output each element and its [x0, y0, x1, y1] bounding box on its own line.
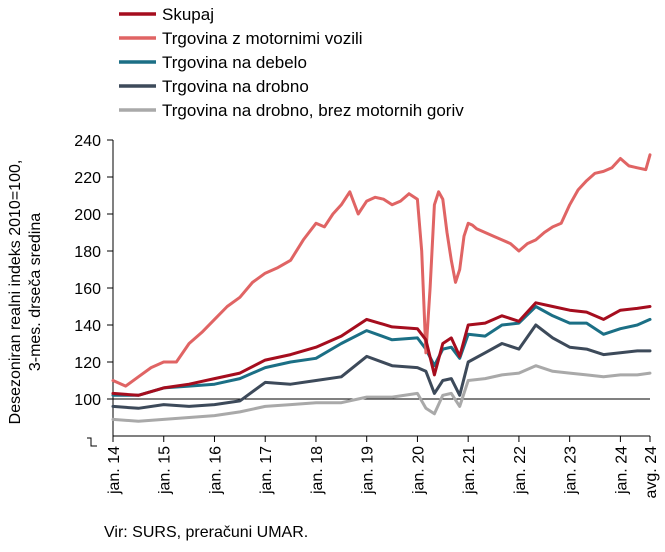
x-tick-label: avg. 24: [643, 446, 660, 499]
legend-label: Trgovina na debelo: [162, 53, 307, 72]
legend-label: Trgovina na drobno, brez motornih goriv: [162, 101, 464, 120]
y-axis-title-line-1: Desezoniran realni indeks 2010=100,: [7, 160, 24, 425]
x-tick-label: jan. 20: [410, 446, 427, 495]
series-line-2: [111, 153, 652, 388]
y-tick-label: 240: [74, 133, 101, 150]
y-tick-label: 120: [74, 355, 101, 372]
y-axis-title-line-2: 3-mes. drseča sredina: [27, 213, 44, 371]
series-line-4: [111, 323, 652, 410]
x-tick-label: jan. 22: [512, 446, 529, 495]
series-line-5: [111, 364, 652, 423]
x-tick-label: jan. 14: [106, 446, 123, 495]
y-tick-label: 200: [74, 207, 101, 224]
legend-label: Trgovina z motornimi vozili: [162, 29, 363, 48]
y-tick-label: 220: [74, 170, 101, 187]
y-tick-label: 160: [74, 281, 101, 298]
series-lines: [111, 153, 652, 423]
legend-label: Skupaj: [162, 5, 214, 24]
y-tick-label: 100: [74, 392, 101, 409]
y-tick-label: 180: [74, 244, 101, 261]
y-axis: 100 120 140 160 180 200 220 240: [74, 133, 114, 447]
x-tick-label: jan. 23: [563, 446, 580, 495]
source-note: Vir: SURS, preračuni UMAR.: [104, 524, 309, 541]
axis-break-mark: [87, 437, 97, 447]
x-tick-label: jan. 16: [207, 446, 224, 495]
x-tick-label: jan. 17: [258, 446, 275, 495]
series-line-1: [111, 301, 652, 397]
x-tick-label: jan. 15: [157, 446, 174, 495]
y-tick-label: 140: [74, 318, 101, 335]
x-tick-label: jan. 24: [613, 446, 630, 495]
legend-label: Trgovina na drobno: [162, 77, 309, 96]
x-axis: jan. 14 jan. 15 jan. 16 jan. 17 jan. 18 jan. …: [106, 435, 660, 499]
x-tick-label: jan. 18: [309, 446, 326, 495]
x-tick-label: jan. 19: [360, 446, 377, 495]
x-tick-label: jan. 21: [461, 446, 478, 495]
legend: Skupaj Trgovina z motornimi vozili Trgovin…: [119, 5, 464, 120]
